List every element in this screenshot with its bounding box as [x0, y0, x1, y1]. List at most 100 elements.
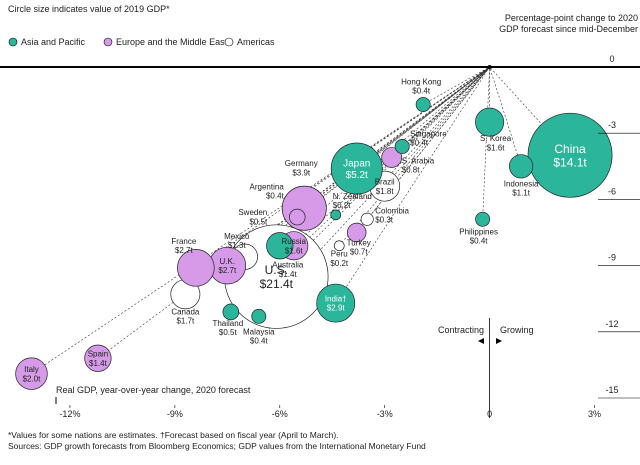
bubble-value-label: $0.2t: [333, 201, 352, 210]
bubble-label: India†: [325, 295, 347, 304]
y-tick-label: 0: [609, 54, 614, 64]
bubble-label: Colombia: [375, 206, 409, 215]
legend-label: Asia and Pacific: [21, 37, 86, 47]
bubble-value-label: $0.4t: [410, 139, 429, 148]
bubble: [330, 142, 383, 195]
bubble: [281, 185, 327, 231]
bubble-label: Thailand: [212, 319, 243, 328]
bubble-label: Indonesia: [504, 179, 539, 188]
bubble-value-label: $1.7t: [176, 316, 195, 325]
bubble-label: Italy: [24, 365, 39, 374]
bubble-label: Hong Kong: [401, 78, 441, 87]
bubble-label: Sweden: [238, 208, 267, 217]
bubble: [508, 154, 534, 179]
bubble-value-label: $0.7t: [350, 248, 369, 257]
y-tick-label: -12: [605, 319, 618, 329]
direction-arrows: [478, 338, 502, 344]
x-tick-label: -6%: [272, 409, 288, 419]
bubble-label: Spain: [88, 350, 108, 359]
bubble: [475, 211, 491, 227]
bubble-label: Mexico: [224, 232, 250, 241]
bubble: [84, 344, 112, 372]
bubble: [360, 212, 374, 226]
bubble-label: Japan: [343, 159, 370, 170]
legend-swatch: [224, 37, 234, 47]
connector: [339, 66, 490, 246]
legend-swatch: [103, 37, 113, 47]
y-tick-label: -6: [608, 186, 616, 196]
connector: [230, 66, 490, 313]
bubble-label: N. Zealand: [333, 192, 372, 201]
bubble-value-label: $0.3t: [375, 215, 394, 224]
bubble-label: Philippines: [459, 227, 498, 236]
bubble: [527, 112, 613, 198]
bubble-value-label: $21.4t: [260, 277, 294, 291]
bubble-label: Turkey: [347, 239, 371, 248]
legend-label: Europe and the Middle East: [116, 37, 228, 47]
connector: [356, 66, 490, 233]
chart-title: Circle size indicates value of 2019 GDP*: [8, 4, 170, 14]
bubble-label: Singapore: [410, 129, 447, 138]
bubble: [475, 107, 505, 137]
bubble-label: Canada: [171, 307, 200, 316]
connector: [482, 66, 490, 220]
bubble-value-label: $0.4t: [266, 192, 285, 201]
bubble-value-label: $2.9t: [327, 304, 346, 313]
x-tick-label: -12%: [59, 409, 80, 419]
bubble: [415, 97, 431, 112]
bubble-label: Argentina: [250, 182, 285, 191]
bubble-value-label: $0.4t: [412, 87, 431, 96]
connector: [297, 66, 490, 218]
bubble-label: Russia: [282, 237, 307, 246]
bubble-label: S. Arabia: [402, 156, 435, 165]
bubble-value-label: $1.8t: [376, 187, 395, 196]
y-axis-title: Percentage-point change to 2020: [505, 13, 638, 23]
bubble-value-label: $0.4t: [250, 337, 269, 346]
footnote: *Values for some nations are estimates. …: [8, 430, 339, 440]
bubble: [381, 147, 403, 168]
bubble-value-label: $1.6t: [487, 143, 506, 152]
bubble-value-label: $0.8t: [402, 166, 421, 175]
bubble-label: U.K.: [220, 257, 236, 266]
x-tick-label: 3%: [588, 409, 601, 419]
y-tick-label: -3: [608, 120, 616, 130]
x-tick-label: -9%: [167, 409, 183, 419]
x-tick-label: 0: [487, 409, 492, 419]
y-tick-label: -9: [608, 253, 616, 263]
x-tick-label: -3%: [377, 409, 393, 419]
bubble-value-label: $1.4t: [89, 359, 108, 368]
bubble-value-label: $3.9t: [292, 168, 311, 177]
bubble: [177, 249, 215, 287]
bubble: [394, 139, 410, 154]
annotation: Contracting: [438, 325, 484, 335]
bubble-value-label: $5.2t: [346, 170, 368, 181]
bubble: [333, 240, 345, 252]
y-axis-title: GDP forecast since mid-December: [499, 24, 638, 34]
bubble-label: S. Korea: [480, 134, 512, 143]
bubble-value-label: $1.6t: [285, 246, 304, 255]
bubble-label: Germany: [285, 159, 318, 168]
bubble-value-label: $2.7t: [218, 266, 237, 275]
bubble-label: Brazil: [375, 178, 395, 187]
x-axis-title: Real GDP, year-over-year change, 2020 fo…: [56, 385, 251, 395]
bubble: [222, 303, 240, 321]
connector: [304, 66, 490, 209]
connector: [423, 66, 490, 105]
bubble-label: China: [554, 142, 586, 156]
bubble-value-label: $0.5t: [249, 217, 268, 226]
bubble-value-label: $0.5t: [219, 328, 238, 337]
bubble-label: Malaysia: [243, 327, 275, 336]
bubble: [251, 308, 267, 324]
legend-swatch: [8, 37, 18, 47]
connector: [335, 66, 490, 304]
y-tick-label: -15: [605, 385, 618, 395]
bubble: [288, 208, 306, 226]
bubble: [266, 232, 294, 260]
bubble-value-label: $0.2t: [330, 259, 349, 268]
bubble-label: U.S.: [265, 263, 288, 277]
bubble-value-label: $14.1t: [553, 156, 587, 170]
bubble-label: Australia: [272, 261, 304, 270]
bubble-value-label: $1.3t: [228, 241, 247, 250]
bubble-label: France: [171, 237, 196, 246]
